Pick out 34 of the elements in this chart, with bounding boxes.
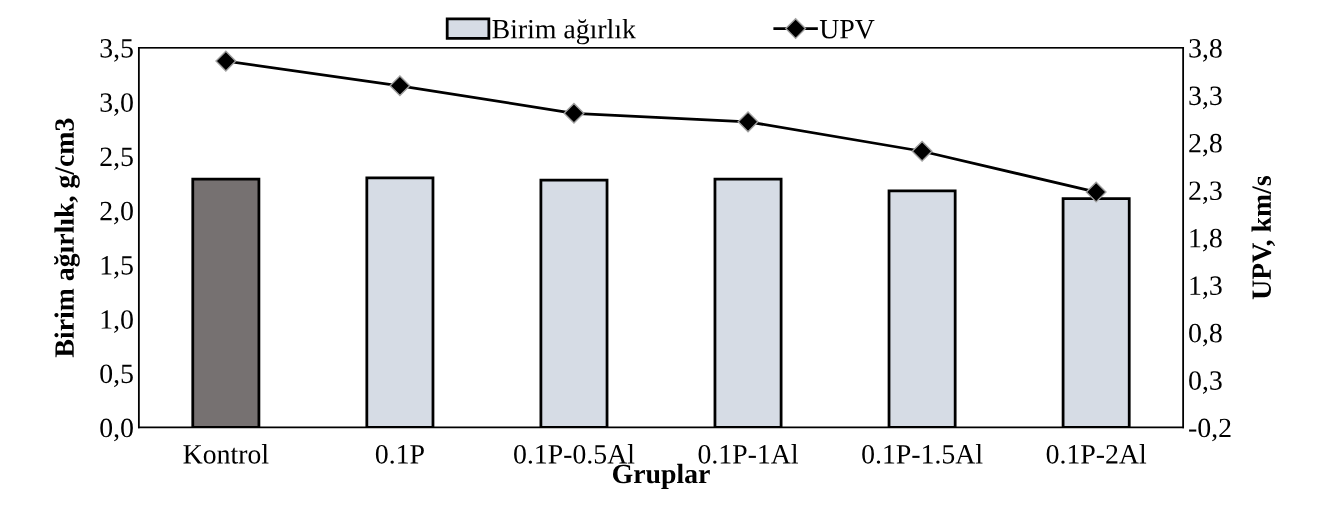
y-tick-label: 0,5 xyxy=(100,364,133,388)
x-tick-label: 0.1P xyxy=(375,444,424,464)
y2-tick-label: 0,8 xyxy=(1189,323,1222,347)
y-axis-title: Birim ağırlık, g/cm3 xyxy=(54,118,80,358)
point xyxy=(1085,181,1107,203)
point xyxy=(911,140,933,162)
x-tick-label: 0.1P-1Al xyxy=(698,444,799,464)
y-tick-label: 3,5 xyxy=(100,39,133,62)
y-tick-label: 3,0 xyxy=(100,93,133,116)
x-tick-label: Kontrol xyxy=(183,444,269,464)
point xyxy=(737,111,759,133)
legend-label: Birim ağırlık xyxy=(492,19,636,45)
y2-tick-label: 2,3 xyxy=(1189,181,1222,205)
y2-tick-label: 3,8 xyxy=(1189,38,1222,62)
x-axis-title: Gruplar xyxy=(612,463,710,489)
x-tick-label: 0.1P-0.5Al xyxy=(514,444,635,464)
point xyxy=(563,102,585,124)
x-tick-label: 0.1P-2Al xyxy=(1046,444,1147,464)
y-tick-label: 1,0 xyxy=(101,310,133,333)
x-tick-label: 0.1P-1.5Al xyxy=(862,444,983,464)
y2-tick-label: 3,3 xyxy=(1189,86,1222,110)
y-tick-label: 2,0 xyxy=(100,201,133,225)
y2-tick-label: 0,3 xyxy=(1189,371,1222,394)
point xyxy=(389,75,411,97)
y2-tick-label: -0,2 xyxy=(1189,418,1231,442)
legend-label: UPV xyxy=(819,20,875,39)
y2-axis-title: UPV, km/s xyxy=(1251,176,1276,300)
y2-tick-label: 2,8 xyxy=(1189,133,1222,157)
y-tick-label: 0,0 xyxy=(100,418,133,442)
point xyxy=(215,50,237,72)
y2-tick-label: 1,8 xyxy=(1190,228,1222,252)
y-tick-label: 2,5 xyxy=(100,147,133,171)
y2-tick-label: 1,3 xyxy=(1190,276,1222,299)
y-tick-label: 1,5 xyxy=(101,256,133,279)
